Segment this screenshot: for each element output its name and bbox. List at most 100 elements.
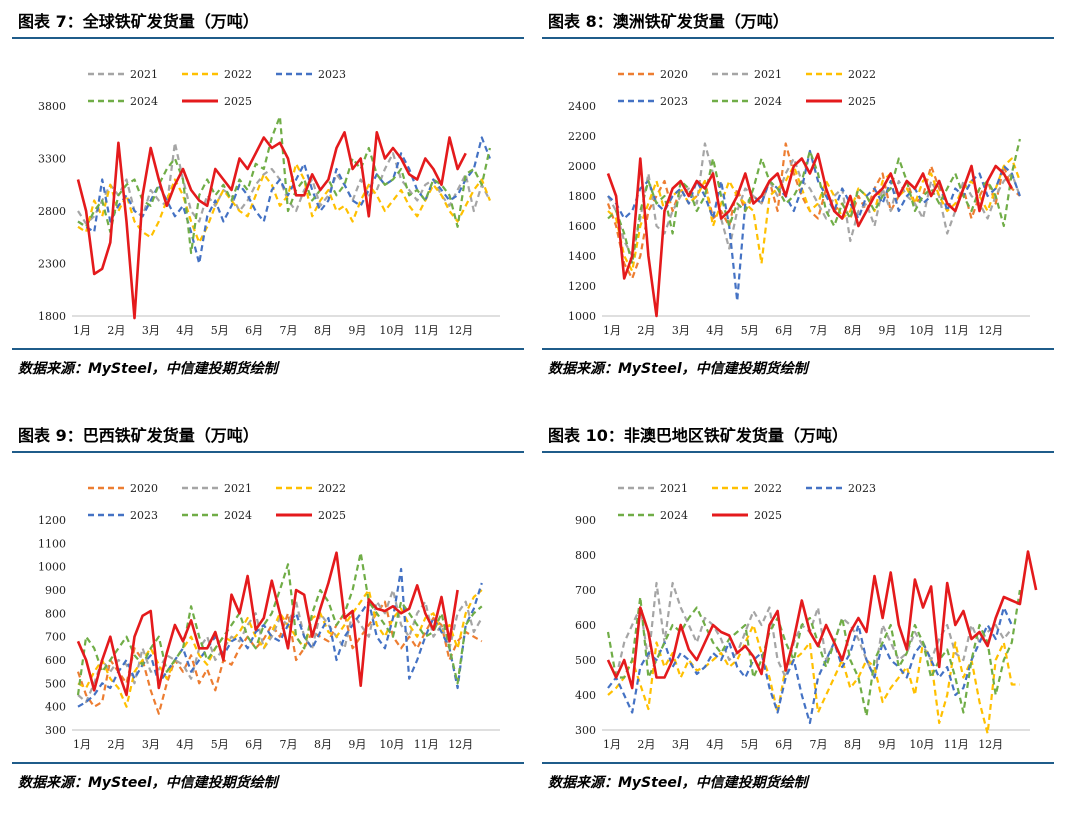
legend-label-2021: 2021 [754,68,782,81]
x-tick-label: 10月 [909,324,934,337]
series-line-2023 [77,567,483,708]
x-tick-label: 8月 [844,324,862,337]
bottom-rule [542,762,1054,764]
top-rule [542,451,1054,453]
panel-global: 图表 7：全球铁矿发货量（万吨） 2021 2022 2023 2024 2025 180… [0,0,524,408]
x-tick-label: 5月 [211,324,229,337]
x-tick-label: 1月 [73,738,91,751]
y-tick-label: 900 [575,514,596,527]
y-tick-label: 900 [45,584,66,597]
top-rule [542,37,1054,39]
x-tick-label: 11月 [414,738,439,751]
panel-title: 图表 7：全球铁矿发货量（万吨） [18,12,259,31]
y-tick-label: 300 [575,724,596,737]
chart-global: 2021 2022 2023 2024 2025 1800 2300 2800 3300 3800… [38,68,500,337]
x-tick-label: 9月 [878,324,896,337]
panel-title: 图表 8：澳洲铁矿发货量（万吨） [548,12,789,31]
y-tick-label: 2400 [568,100,596,113]
y-tick-label: 2800 [38,205,66,218]
x-tick-label: 2月 [637,738,655,751]
series-line-2023 [77,136,491,265]
series-line-2021 [77,588,483,704]
panel-title: 图表 10：非澳巴地区铁矿发货量（万吨） [548,426,848,445]
y-tick-label: 600 [575,619,596,632]
chart-australia: 2020 2021 2022 2023 2024 2025 1000 1200 1400 1600… [568,68,1030,337]
legend-label-2020: 2020 [660,68,688,81]
x-tick-label: 9月 [348,324,366,337]
series-line-2023 [607,606,1013,725]
chart-brazil: 2020 2021 2022 2023 2024 2025 300 400 500 600 700 8… [38,482,500,751]
y-tick-label: 800 [575,549,596,562]
x-tick-label: 7月 [810,324,828,337]
legend-label-2025: 2025 [318,509,346,522]
x-tick-label: 8月 [314,324,332,337]
y-tick-label: 400 [575,689,596,702]
y-tick-label: 400 [45,701,66,714]
top-rule [12,451,524,453]
x-tick-label: 1月 [603,324,621,337]
y-tick-label: 1000 [38,561,66,574]
chart-non-aus-bra: 2021 2022 2023 2024 2025 300 400 500 600 700 800 90… [575,482,1038,751]
x-tick-label: 7月 [280,738,298,751]
x-tick-label: 5月 [211,738,229,751]
y-tick-label: 700 [575,584,596,597]
legend-label-2025: 2025 [848,95,876,108]
series-line-2025 [606,550,1038,690]
x-tick-label: 1月 [73,324,91,337]
x-tick-label: 8月 [314,738,332,751]
x-tick-label: 8月 [844,738,862,751]
panel-australia: 图表 8：澳洲铁矿发货量（万吨） 2020 2021 2022 2023 2024 202… [530,0,1054,408]
y-tick-label: 2000 [568,160,596,173]
bottom-rule [12,762,524,764]
panel-non-aus-bra: 图表 10：非澳巴地区铁矿发货量（万吨） 2021 2022 2023 2024 202… [530,414,1054,822]
x-tick-label: 2月 [107,738,125,751]
series-line-2024 [76,551,483,696]
series-line-2020 [76,600,483,715]
legend-label-2022: 2022 [848,68,876,81]
legend-label-2024: 2024 [660,509,688,522]
source-note: 数据来源：MySteel，中信建投期货绘制 [18,361,278,377]
y-tick-label: 800 [45,607,66,620]
x-tick-label: 2月 [107,324,125,337]
y-tick-label: 1800 [568,190,596,203]
y-tick-label: 1200 [38,514,66,527]
legend-label-2023: 2023 [660,95,688,108]
y-tick-label: 500 [575,654,596,667]
series-line-2024 [606,589,1021,718]
x-tick-label: 10月 [379,738,404,751]
y-tick-label: 1000 [568,310,596,323]
panel-brazil: 图表 9：巴西铁矿发货量（万吨） 2020 2021 2022 2023 2024 202… [0,414,524,822]
source-note: 数据来源：MySteel，中信建投期货绘制 [18,775,278,791]
legend-label-2022: 2022 [318,482,346,495]
legend-label-2024: 2024 [224,509,252,522]
series-line-2025 [76,551,459,697]
legend-label-2023: 2023 [318,68,346,81]
source-note: 数据来源：MySteel，中信建投期货绘制 [548,361,808,377]
legend-label-2023: 2023 [130,509,158,522]
y-tick-label: 3300 [38,153,66,166]
y-tick-label: 700 [45,631,66,644]
legend-label-2023: 2023 [848,482,876,495]
legend-label-2021: 2021 [660,482,688,495]
x-tick-label: 6月 [245,324,263,337]
y-tick-label: 600 [45,654,66,667]
bottom-rule [542,348,1054,350]
panel-title: 图表 9：巴西铁矿发货量（万吨） [18,426,259,445]
x-tick-label: 12月 [978,738,1003,751]
legend-label-2020: 2020 [130,482,158,495]
x-tick-label: 6月 [245,738,263,751]
y-tick-label: 300 [45,724,66,737]
x-tick-label: 11月 [944,738,969,751]
legend-label-2021: 2021 [224,482,252,495]
x-tick-label: 7月 [810,738,828,751]
x-tick-label: 5月 [741,324,759,337]
y-tick-label: 2200 [568,130,596,143]
x-tick-label: 4月 [176,738,194,751]
x-tick-label: 10月 [379,324,404,337]
bottom-rule [12,348,524,350]
y-tick-label: 1100 [38,537,66,550]
x-tick-label: 12月 [978,324,1003,337]
y-tick-label: 1400 [568,250,596,263]
series-line-2022 [607,623,1020,735]
x-tick-label: 3月 [672,738,690,751]
